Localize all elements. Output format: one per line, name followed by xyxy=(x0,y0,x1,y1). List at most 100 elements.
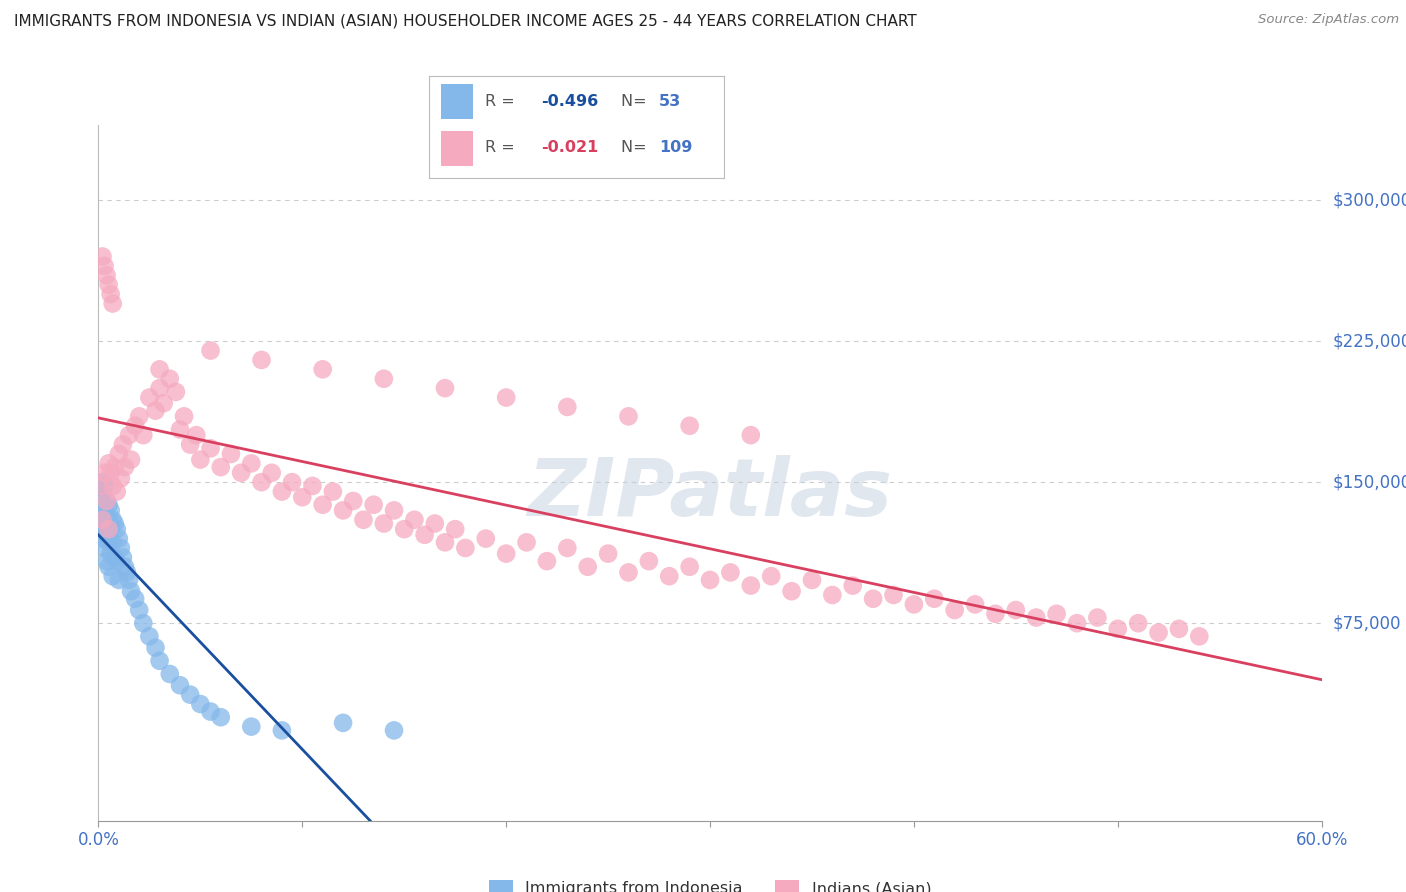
Point xyxy=(1066,616,1088,631)
Point xyxy=(423,516,446,531)
Point xyxy=(108,532,131,546)
Point xyxy=(101,535,124,549)
Point xyxy=(93,466,115,480)
Point xyxy=(111,437,134,451)
Point xyxy=(105,522,128,536)
Point xyxy=(115,566,138,580)
Point xyxy=(637,554,661,568)
Point xyxy=(821,588,844,602)
Point xyxy=(93,522,115,536)
Point xyxy=(301,479,323,493)
Point xyxy=(200,343,222,358)
Point xyxy=(179,437,201,451)
Point xyxy=(1167,622,1189,636)
Point xyxy=(97,522,120,536)
Point xyxy=(104,460,127,475)
Point xyxy=(152,396,174,410)
Point xyxy=(312,362,335,376)
Point xyxy=(91,513,114,527)
Point xyxy=(740,428,762,442)
Point xyxy=(89,484,111,499)
Point xyxy=(536,554,558,568)
Point xyxy=(363,498,385,512)
Point xyxy=(1045,607,1069,621)
Point xyxy=(96,554,118,568)
Point xyxy=(120,584,142,599)
Point xyxy=(89,479,111,493)
Point xyxy=(114,559,136,574)
Point xyxy=(454,541,477,555)
Point xyxy=(984,607,1007,621)
Point xyxy=(679,418,702,433)
Point xyxy=(444,522,467,536)
Point xyxy=(110,541,132,555)
Point xyxy=(89,498,111,512)
Point xyxy=(270,484,294,499)
Text: Source: ZipAtlas.com: Source: ZipAtlas.com xyxy=(1258,13,1399,27)
Point xyxy=(93,541,115,555)
Point xyxy=(718,566,742,580)
Point xyxy=(118,573,141,587)
Point xyxy=(291,490,314,504)
Text: 53: 53 xyxy=(659,94,682,109)
Point xyxy=(188,452,212,467)
Point xyxy=(555,400,579,414)
Point xyxy=(118,428,141,442)
Point xyxy=(209,710,232,724)
Point xyxy=(200,442,222,456)
Point xyxy=(943,603,966,617)
Point xyxy=(96,528,118,542)
Point xyxy=(91,250,114,264)
Point xyxy=(617,566,640,580)
Point xyxy=(145,403,167,417)
Point xyxy=(883,588,905,602)
Point xyxy=(128,409,150,424)
Point xyxy=(801,573,824,587)
Point xyxy=(617,409,640,424)
Point xyxy=(97,559,120,574)
Point xyxy=(332,503,354,517)
Point xyxy=(111,550,134,565)
Point xyxy=(149,362,172,376)
Point xyxy=(149,654,172,668)
Point xyxy=(93,479,115,493)
Point xyxy=(169,423,191,437)
Text: IMMIGRANTS FROM INDONESIA VS INDIAN (ASIAN) HOUSEHOLDER INCOME AGES 25 - 44 YEAR: IMMIGRANTS FROM INDONESIA VS INDIAN (ASI… xyxy=(14,13,917,29)
Point xyxy=(495,547,517,561)
Point xyxy=(1128,616,1150,631)
Point xyxy=(780,584,803,599)
Point xyxy=(841,578,863,592)
Point xyxy=(250,353,273,368)
Point xyxy=(200,705,222,719)
Point xyxy=(434,535,457,549)
Point xyxy=(97,277,120,292)
Point xyxy=(658,569,681,583)
Point xyxy=(101,569,124,583)
Point xyxy=(270,723,294,738)
Point xyxy=(97,513,120,527)
Point xyxy=(149,381,172,395)
Point xyxy=(922,591,945,606)
Point xyxy=(231,466,253,480)
Text: N=: N= xyxy=(621,140,651,155)
Point xyxy=(965,598,987,612)
Point xyxy=(373,516,395,531)
Point xyxy=(240,720,263,734)
Point xyxy=(93,503,115,517)
Point xyxy=(124,591,146,606)
Point xyxy=(101,296,124,310)
Point xyxy=(96,494,118,508)
Point xyxy=(159,372,181,386)
Point xyxy=(114,460,136,475)
Point xyxy=(240,456,263,470)
Point xyxy=(132,428,155,442)
Point xyxy=(382,723,405,738)
Point xyxy=(332,715,354,730)
Point xyxy=(105,484,128,499)
Y-axis label: Householder Income Ages 25 - 44 years: Householder Income Ages 25 - 44 years xyxy=(0,319,7,626)
Point xyxy=(250,475,273,490)
Point xyxy=(120,452,142,467)
Text: $150,000: $150,000 xyxy=(1333,473,1406,491)
Point xyxy=(312,498,335,512)
Point xyxy=(679,559,702,574)
